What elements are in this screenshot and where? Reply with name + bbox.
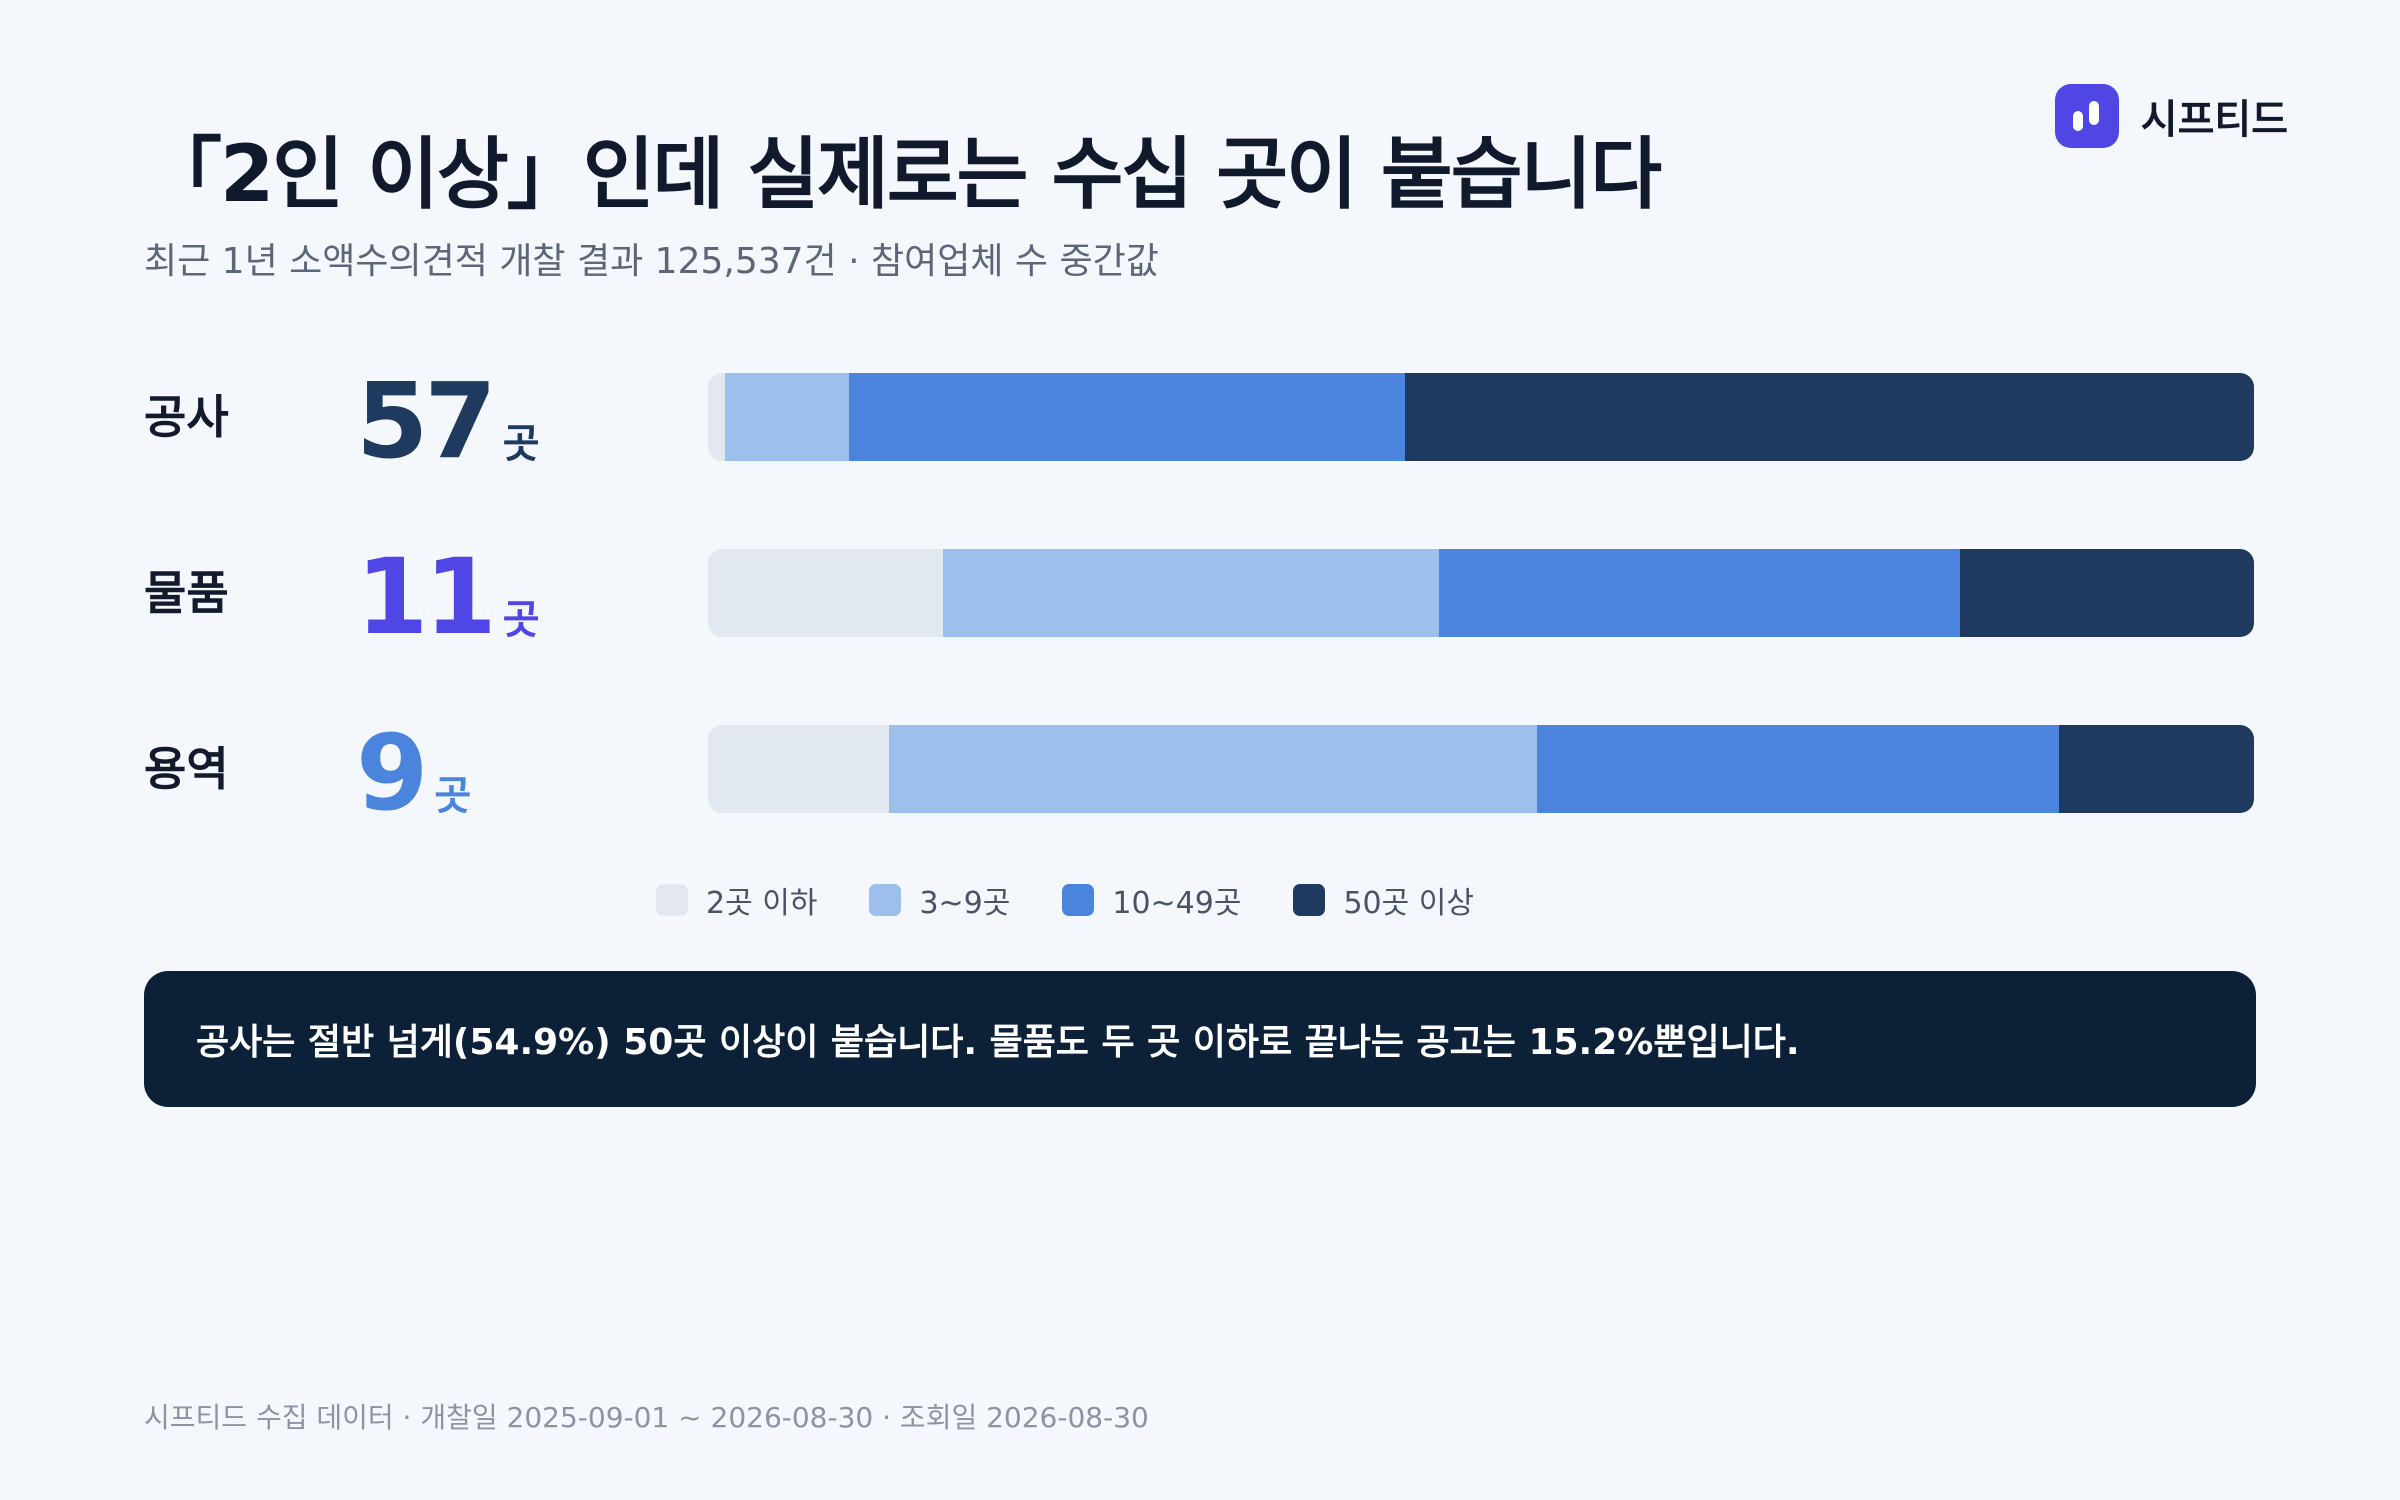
chart-row: 공사 57 곳 [144,369,2256,473]
median-unit: 곳 [502,597,540,643]
bar-segment [2059,725,2254,813]
category-label: 물품 [144,566,229,620]
legend-swatch [1062,884,1095,916]
summary-callout: 공사는 절반 넘게(54.9%) 50곳 이상이 붙습니다. 물품도 두 곳 이… [144,971,2256,1107]
median-value: 57 곳 [356,363,540,473]
category-label: 공사 [144,390,229,444]
bar-segment [708,725,889,813]
stacked-bar [708,725,2254,813]
legend-item: 2곳 이하 [656,878,817,922]
bar-segment [1536,725,2060,813]
callout-text: 공사는 절반 넘게(54.9%) 50곳 이상이 붙습니다. 물품도 두 곳 이… [196,1022,1800,1063]
legend-item: 3~9곳 [869,878,1010,922]
bar-segment [1405,373,2254,461]
brand: 시프티드 [2054,84,2288,148]
legend-swatch [869,884,902,916]
median-unit: 곳 [502,421,540,467]
chart-legend: 2곳 이하 3~9곳 10~49곳 50곳 이상 [656,878,1474,922]
chart-row: 용역 9 곳 [144,721,2256,825]
legend-label: 50곳 이상 [1343,886,1474,921]
stacked-bar [708,373,2254,461]
category-label: 용역 [144,742,229,796]
bar-segment [1960,549,2254,637]
bar-segment [848,373,1406,461]
chart-row: 물품 11 곳 [144,545,2256,649]
legend-label: 3~9곳 [919,886,1011,921]
legend-item: 50곳 이상 [1293,878,1474,922]
source-footer: 시프티드 수집 데이터 · 개찰일 2025-09-01 ~ 2026-08-3… [144,1401,1149,1434]
median-number: 9 [356,712,428,834]
legend-swatch [1293,884,1326,916]
legend-label: 2곳 이하 [706,886,818,921]
bar-segment [708,373,725,461]
median-unit: 곳 [434,773,472,819]
legend-label: 10~49곳 [1112,886,1242,921]
brand-logo-icon [2054,84,2119,148]
stacked-bar [708,549,2254,637]
bar-segment [725,373,849,461]
bar-segment [1439,549,1961,637]
legend-swatch [656,884,688,916]
median-number: 11 [356,536,497,658]
legend-item: 10~49곳 [1062,878,1241,922]
brand-name: 시프티드 [2140,97,2288,143]
median-value: 11 곳 [356,539,540,649]
page-title: 「2인 이상」인데 실제로는 수십 곳이 붙습니다 [144,130,1662,220]
bar-segment [708,549,943,637]
bar-segment [942,549,1440,637]
page-subtitle: 최근 1년 소액수의견적 개찰 결과 125,537건 · 참여업체 수 중간값 [144,241,1159,282]
bar-segment [888,725,1537,813]
median-number: 57 [356,360,497,482]
